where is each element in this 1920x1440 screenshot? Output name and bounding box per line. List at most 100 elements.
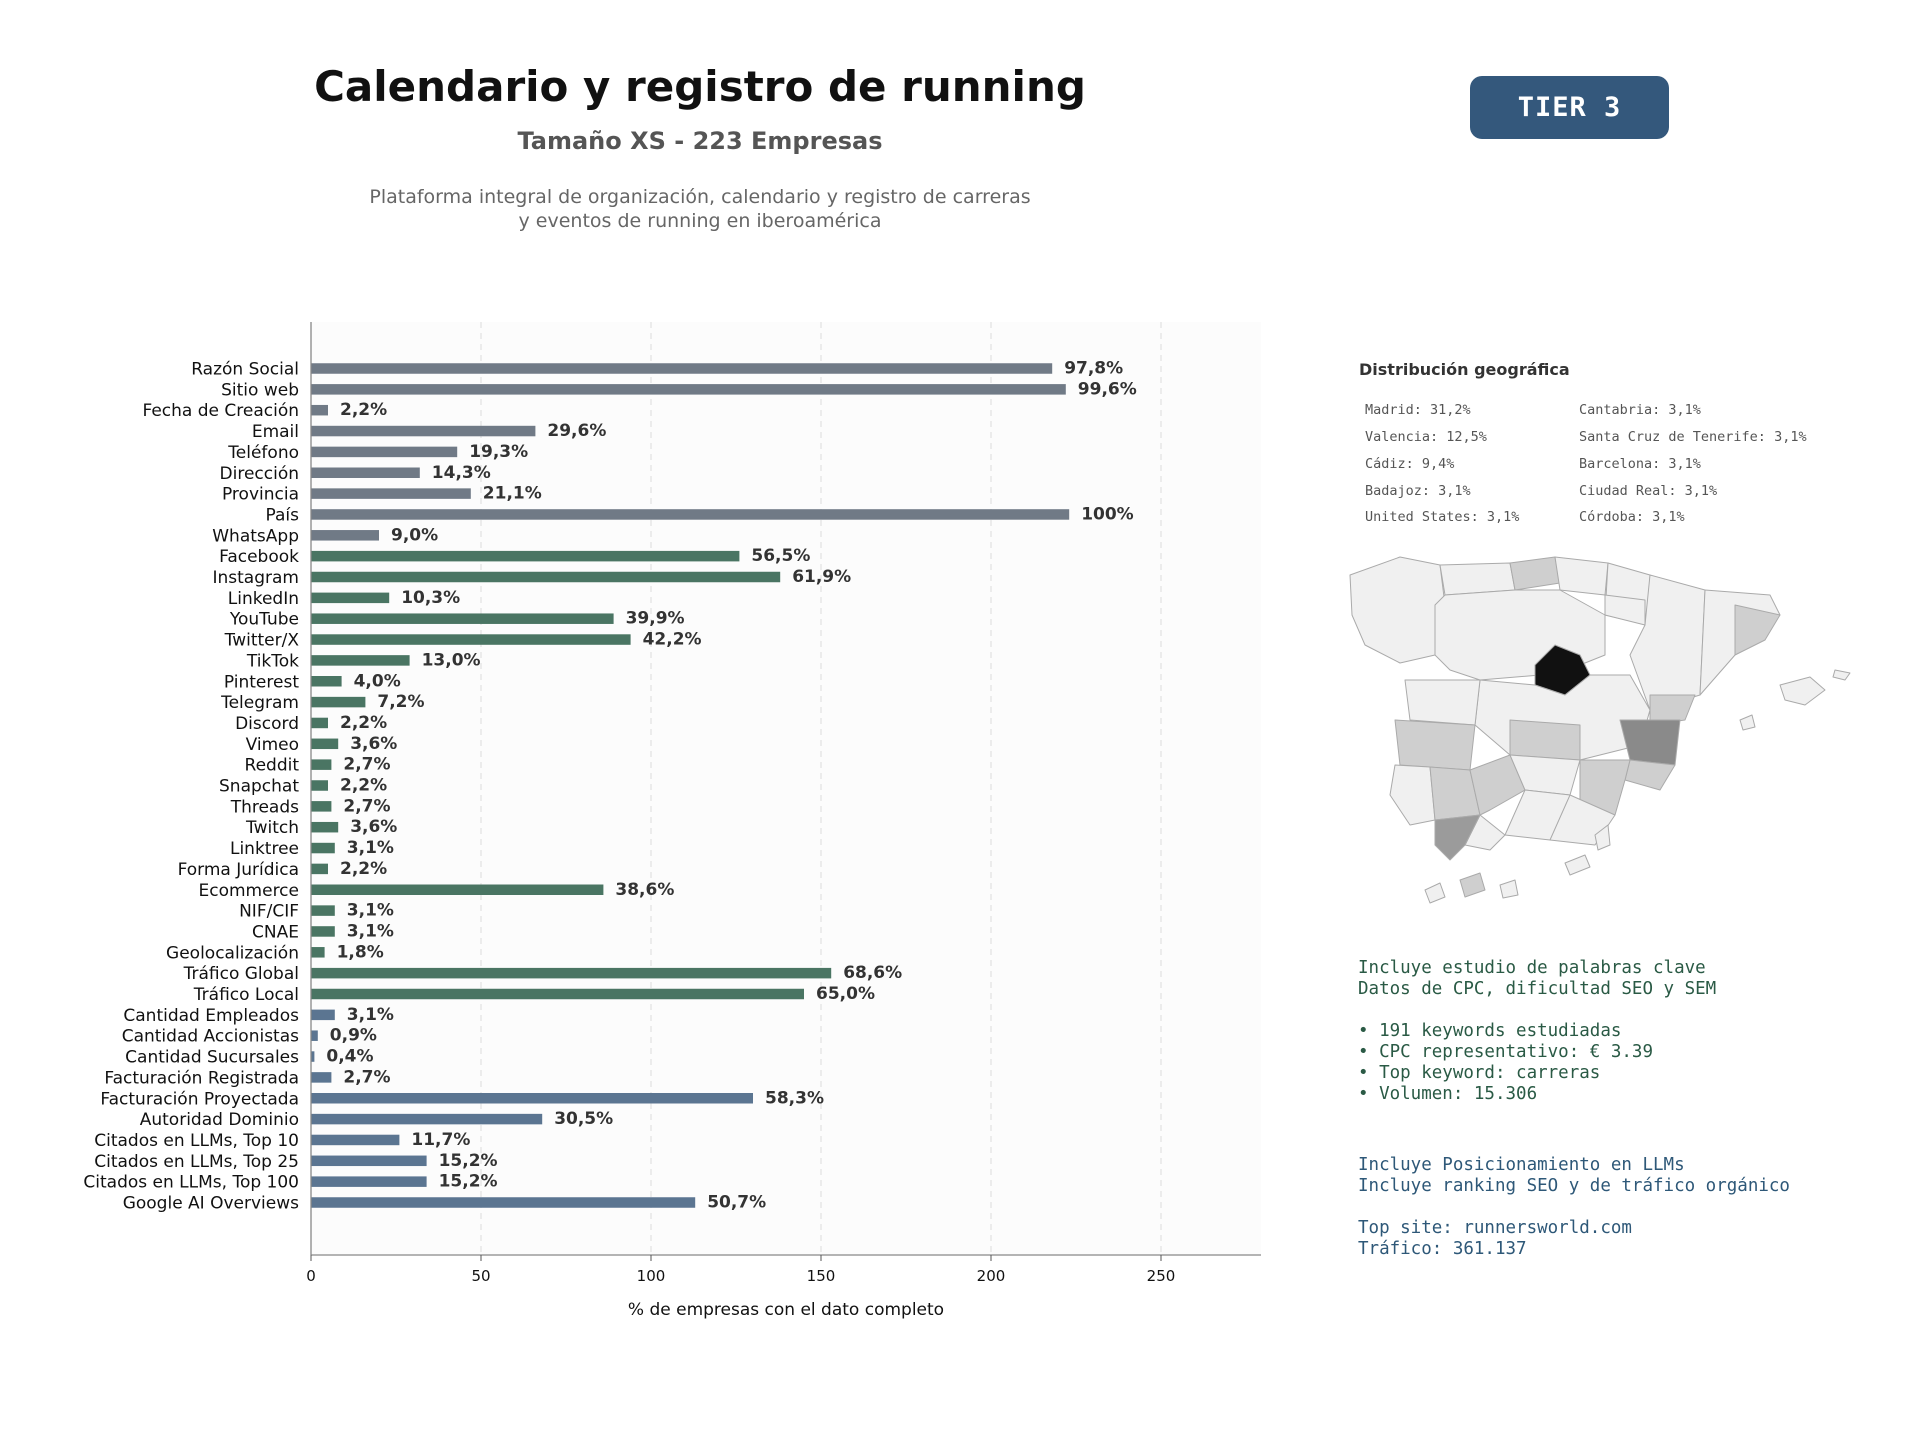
x-tick-label: 250: [1147, 1267, 1176, 1285]
value-label: 2,7%: [343, 755, 390, 775]
bar: [311, 1030, 318, 1041]
geo-item: Madrid: 31,2%: [1365, 402, 1471, 418]
category-label: Razón Social: [191, 360, 299, 380]
labels: Razón Social 97,8% Sitio web 99,6% Fecha de …: [83, 359, 1136, 1214]
value-label: 0,4%: [326, 1047, 373, 1067]
region-galicia: [1349, 556, 1446, 664]
bar: [311, 1051, 315, 1062]
bar: [311, 676, 342, 687]
category-label: Autoridad Dominio: [140, 1110, 299, 1130]
region-ibiza: [1739, 714, 1756, 731]
top-site: Top site: runnersworld.com: [1358, 1218, 1632, 1238]
seo-line-1: Incluye estudio de palabras clave: [1358, 958, 1706, 978]
category-label: NIF/CIF: [239, 902, 299, 922]
value-label: 15,2%: [439, 1151, 498, 1171]
region-canary-5: [1594, 824, 1611, 851]
bar: [311, 863, 328, 875]
page-title: Calendario y registro de running: [314, 62, 1086, 111]
value-label: 56,5%: [751, 546, 810, 566]
bar: [311, 1197, 696, 1208]
spain-choropleth-map: [1340, 545, 1860, 919]
category-label: Forma Jurídica: [178, 860, 299, 880]
bar: [311, 592, 390, 604]
geo-item: Cantabria: 3,1%: [1579, 402, 1701, 418]
bar: [311, 425, 536, 437]
category-label: YouTube: [229, 610, 299, 630]
description: Plataforma integral de organización, cal…: [170, 185, 1230, 233]
value-label: 14,3%: [432, 463, 491, 483]
region-la-rioja: [1604, 594, 1646, 626]
value-label: 3,6%: [350, 817, 397, 837]
description-line-1: Plataforma integral de organización, cal…: [369, 186, 1031, 208]
bar: [311, 1093, 753, 1104]
bar: [311, 613, 614, 624]
bar: [311, 550, 740, 562]
bar: [311, 1155, 427, 1167]
tier-badge: TIER 3: [1470, 76, 1669, 139]
category-label: Citados en LLMs, Top 100: [83, 1173, 299, 1193]
region-tenerife: [1459, 872, 1486, 898]
value-label: 11,7%: [411, 1130, 470, 1150]
bar: [311, 821, 339, 833]
region-canary-1: [1424, 882, 1446, 904]
category-label: Geolocalización: [166, 943, 299, 963]
x-axis-label: % de empresas con el dato completo: [628, 1300, 944, 1320]
x-tick-label: 200: [977, 1267, 1006, 1285]
bar: [311, 467, 420, 478]
category-label: Citados en LLMs, Top 10: [94, 1131, 299, 1151]
x-tick-label: 100: [637, 1267, 666, 1285]
bars: [311, 363, 1070, 1208]
category-label: Telegram: [220, 693, 299, 713]
category-label: Twitch: [245, 818, 299, 838]
llm-line-2: Incluye ranking SEO y de tráfico orgánic…: [1358, 1176, 1790, 1196]
region-cantabria: [1509, 556, 1561, 591]
geo-item: Valencia: 12,5%: [1365, 429, 1487, 445]
x-tick-label: 150: [807, 1267, 836, 1285]
category-label: Snapchat: [219, 777, 299, 797]
bar: [311, 384, 1066, 395]
value-label: 2,2%: [340, 400, 387, 420]
value-label: 3,6%: [350, 734, 397, 754]
category-label: Cantidad Empleados: [123, 1006, 299, 1026]
region-mallorca: [1779, 676, 1826, 706]
value-label: 9,0%: [391, 525, 438, 545]
category-label: Dirección: [220, 464, 299, 484]
bar: [311, 967, 832, 979]
value-label: 19,3%: [469, 442, 528, 462]
geo-item: Ciudad Real: 3,1%: [1579, 483, 1718, 499]
region-asturias: [1439, 562, 1516, 596]
x-ticks: 0 50 100 150 200 250: [306, 1255, 1175, 1285]
bar: [311, 509, 1070, 520]
category-label: Discord: [235, 714, 299, 734]
value-label: 3,1%: [347, 901, 394, 921]
value-label: 99,6%: [1078, 379, 1137, 399]
category-label: Vimeo: [246, 735, 299, 755]
category-label: Instagram: [213, 568, 300, 588]
region-castellon: [1649, 694, 1696, 726]
llm-line-1: Incluye Posicionamiento en LLMs: [1358, 1155, 1685, 1175]
bar: [311, 1113, 543, 1125]
page-subtitle: Tamaño XS - 223 Empresas: [517, 127, 883, 155]
value-label: 3,1%: [347, 1005, 394, 1025]
value-label: 68,6%: [843, 963, 902, 983]
value-label: 1,8%: [337, 942, 384, 962]
region-barcelona: [1734, 604, 1781, 656]
region-badajoz: [1394, 719, 1476, 771]
value-label: 50,7%: [707, 1193, 766, 1213]
geo-item: United States: 3,1%: [1365, 509, 1520, 525]
value-label: 7,2%: [377, 692, 424, 712]
category-label: Cantidad Accionistas: [122, 1027, 299, 1047]
category-label: Threads: [230, 797, 299, 817]
value-label: 13,0%: [422, 650, 481, 670]
bar: [311, 988, 804, 1000]
x-tick-label: 50: [471, 1267, 490, 1285]
geo-item: Cádiz: 9,4%: [1365, 456, 1455, 472]
value-label: 2,7%: [343, 796, 390, 816]
category-label: Fecha de Creación: [142, 401, 299, 421]
category-label: Pinterest: [224, 672, 299, 692]
geo-item: Barcelona: 3,1%: [1579, 456, 1701, 472]
bar: [311, 884, 604, 895]
bar: [311, 696, 366, 708]
category-label: Google AI Overviews: [123, 1194, 299, 1214]
